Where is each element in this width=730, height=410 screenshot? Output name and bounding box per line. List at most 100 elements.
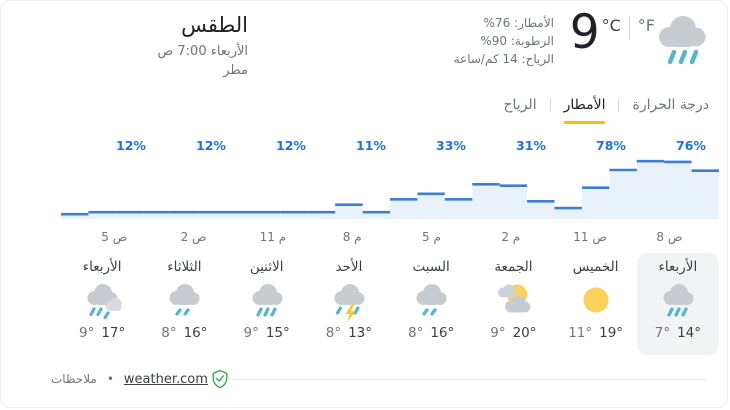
- rain-light-icon: [164, 279, 204, 323]
- day-name: الخميس: [572, 259, 619, 275]
- unit-fahrenheit[interactable]: °F: [637, 16, 655, 35]
- source-link[interactable]: weather.com: [124, 369, 229, 389]
- time-labels-row: 8 ص 11 ص 2 م 5 م 8 م 11 م 2 ص 5 ص: [74, 230, 709, 244]
- high-temperature: 20°: [512, 325, 537, 341]
- tab-label: درجة الحرارة: [632, 97, 709, 113]
- temperature-value: 9: [569, 5, 600, 60]
- day-name: الأربعاء: [82, 259, 122, 275]
- precip-percent-label: 12%: [276, 138, 306, 153]
- day-name: الأربعاء: [658, 259, 698, 275]
- low-temperature: 7°: [654, 325, 671, 341]
- precipitation-stat: الأمطار: 76%: [483, 16, 554, 30]
- low-temperature: 8°: [325, 325, 342, 341]
- footer-divider: [228, 378, 707, 380]
- low-temperature: 9°: [78, 325, 95, 341]
- day-temperatures: 8° 16°: [408, 325, 454, 341]
- high-temperature: 15°: [265, 325, 290, 341]
- current-temperature: 9 °C °F: [570, 7, 655, 59]
- thunderstorm-icon: [329, 279, 369, 323]
- sunny-icon: [576, 279, 616, 323]
- unit-celsius[interactable]: °C: [601, 16, 621, 35]
- day-column[interactable]: الثلاثاء 8° 16°: [143, 253, 225, 355]
- high-temperature: 13°: [348, 325, 373, 341]
- day-temperatures: 9° 15°: [243, 325, 289, 341]
- source-link-label[interactable]: weather.com: [123, 371, 208, 387]
- day-column[interactable]: الأحد 8° 13°: [308, 253, 390, 355]
- page-title: الطقس: [181, 13, 248, 37]
- precipitation-chart[interactable]: [61, 151, 719, 221]
- precip-percent-row: 76% 78% 31% 33% 11% 12% 12% 12%: [91, 138, 730, 153]
- high-temperature: 14°: [677, 325, 702, 341]
- day-name: السبت: [412, 259, 450, 275]
- daily-forecast: الأربعاء 7° 14° الخميس 11° 19° الجمعة 9° 20° السب…: [61, 253, 719, 355]
- footer-dot: •: [106, 372, 114, 386]
- rain-light-icon: [411, 279, 451, 323]
- rain-heavy-icon: [247, 279, 287, 323]
- weather-stats: الأمطار: 76% الرطوبة: 90% الرياح: 14 كم/…: [454, 14, 554, 68]
- rain-cloudy-icon: [82, 279, 122, 323]
- day-name: الجمعة: [494, 259, 533, 275]
- low-temperature: 8°: [161, 325, 177, 341]
- time-label: 5 ص: [101, 230, 128, 244]
- wind-stat: الرياح: 14 كم/ساعة: [453, 52, 554, 66]
- precip-percent-label: 12%: [196, 138, 226, 153]
- footer: weather.com • ملاحظات: [51, 367, 717, 391]
- time-label: 11 م: [259, 230, 287, 244]
- humidity-stat: الرطوبة: 90%: [480, 34, 554, 48]
- high-temperature: 17°: [101, 325, 126, 341]
- low-temperature: 9°: [490, 325, 506, 341]
- tabs: درجة الحرارة الأمطار الرياح: [491, 96, 723, 124]
- active-tab-underline: [504, 121, 537, 124]
- day-temperatures: 9° 17°: [79, 325, 125, 341]
- time-label: 5 م: [422, 230, 441, 244]
- precip-percent-label: 33%: [436, 138, 466, 153]
- day-temperatures: 7° 14°: [655, 325, 701, 341]
- tab-label: الرياح: [503, 97, 537, 113]
- tab-label: الأمطار: [563, 97, 606, 113]
- day-temperatures: 9° 20°: [490, 325, 536, 341]
- tab-separator: [549, 98, 551, 112]
- time-label: 11 ص: [573, 230, 607, 244]
- partly-cloudy-icon: [493, 279, 533, 323]
- tab-precipitation[interactable]: الأمطار: [551, 96, 619, 124]
- low-temperature: 11°: [568, 325, 593, 341]
- day-column[interactable]: الاثنين 9° 15°: [226, 253, 308, 355]
- rain-cloud-icon: [653, 11, 715, 67]
- tab-temperature[interactable]: درجة الحرارة: [619, 96, 722, 124]
- day-temperatures: 11° 19°: [568, 325, 623, 341]
- tab-separator: [618, 98, 620, 112]
- precip-percent-label: 78%: [596, 138, 626, 153]
- day-column[interactable]: الأربعاء 9° 17°: [61, 253, 143, 355]
- day-temperatures: 8° 13°: [326, 325, 372, 341]
- precip-percent-label: 12%: [116, 138, 146, 153]
- active-tab-underline: [632, 121, 709, 124]
- precip-percent-label: 76%: [676, 138, 706, 153]
- time-label: 2 م: [501, 230, 521, 244]
- day-temperatures: 8° 16°: [161, 325, 207, 341]
- active-tab-underline: [563, 121, 606, 124]
- day-column[interactable]: الخميس 11° 19°: [555, 253, 637, 355]
- datetime-label: الأربعاء 7:00 ص: [157, 44, 248, 59]
- time-label: 8 م: [342, 230, 362, 244]
- time-label: 2 ص: [180, 230, 207, 244]
- high-temperature: 19°: [599, 325, 624, 341]
- low-temperature: 8°: [407, 325, 424, 341]
- precip-percent-label: 31%: [516, 138, 546, 153]
- time-label: 8 ص: [656, 230, 683, 244]
- day-column[interactable]: السبت 8° 16°: [390, 253, 472, 355]
- feedback-link[interactable]: ملاحظات: [51, 372, 97, 386]
- day-name: الأحد: [335, 259, 363, 275]
- shield-check-icon: [211, 369, 229, 389]
- precip-percent-label: 11%: [356, 138, 386, 153]
- day-column[interactable]: الجمعة 9° 20°: [472, 253, 554, 355]
- low-temperature: 9°: [243, 325, 259, 341]
- high-temperature: 16°: [430, 325, 455, 341]
- day-column-today[interactable]: الأربعاء 7° 14°: [636, 253, 719, 355]
- tab-wind[interactable]: الرياح: [491, 96, 550, 124]
- rain-heavy-icon: [658, 279, 698, 323]
- day-name: الثلاثاء: [167, 259, 202, 275]
- condition-label: مطر: [223, 63, 248, 78]
- title-block: الطقس الأربعاء 7:00 ص مطر: [1, 13, 248, 80]
- unit-divider: [628, 16, 630, 40]
